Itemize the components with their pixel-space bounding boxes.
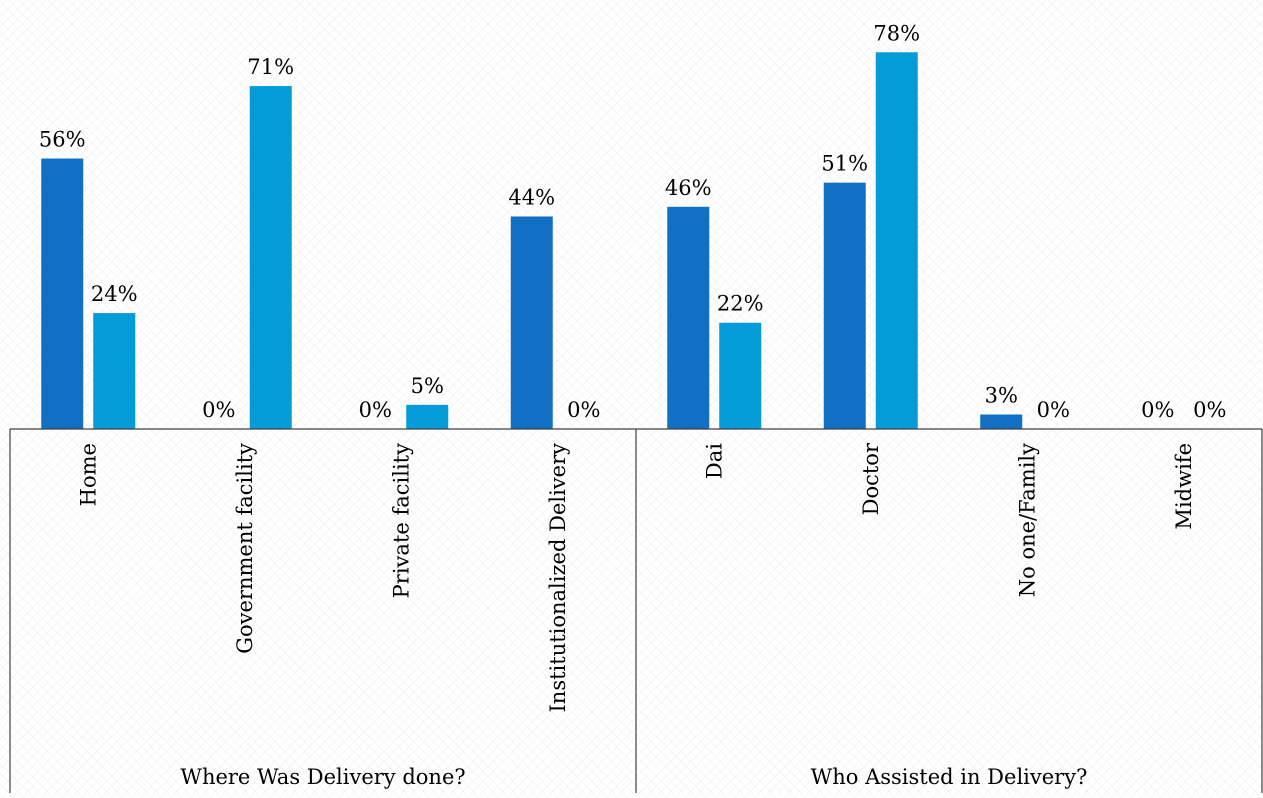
value-labels-layer: 56% 24% 0% 71% 0% 5% 44% 0% 46% 22% 51% 78% 3% 0% 0% 0% [39, 21, 1227, 422]
bar-s0-5 [823, 182, 866, 429]
axis-layer [9, 428, 1263, 793]
value-label-s1-6: 0% [1037, 398, 1070, 422]
value-label-s1-5: 78% [873, 21, 920, 45]
value-label-s0-1: 0% [202, 398, 235, 422]
value-label-s0-3: 44% [508, 185, 555, 209]
value-label-s1-1: 71% [247, 55, 294, 79]
value-label-s1-4: 22% [717, 292, 764, 316]
bar-s1-1 [249, 86, 292, 429]
category-label-1: Government facility [233, 443, 257, 654]
bars-layer [41, 52, 1023, 429]
category-label-6: No one/Family [1015, 443, 1039, 597]
category-label-7: Midwife [1172, 443, 1196, 530]
category-label-3: Institutionalized Delivery [546, 443, 570, 713]
value-label-s0-0: 56% [39, 128, 86, 152]
bar-s1-5 [875, 52, 918, 429]
bar-s0-6 [980, 414, 1023, 429]
group-label-1: Who Assisted in Delivery? [811, 765, 1088, 789]
bar-s1-2 [406, 404, 449, 429]
value-label-s0-2: 0% [359, 398, 392, 422]
group-label-0: Where Was Delivery done? [180, 765, 465, 789]
value-label-s1-7: 0% [1193, 398, 1226, 422]
value-label-s1-3: 0% [567, 398, 600, 422]
bar-s0-3 [510, 216, 553, 429]
category-label-5: Doctor [859, 442, 883, 515]
value-label-s0-7: 0% [1141, 398, 1174, 422]
value-label-s1-2: 5% [411, 374, 444, 398]
group-labels-layer: Where Was Delivery done? Who Assisted in … [180, 765, 1087, 789]
value-label-s0-6: 3% [985, 384, 1018, 408]
value-label-s0-5: 51% [821, 152, 868, 176]
bar-s0-4 [667, 206, 710, 429]
value-label-s1-0: 24% [91, 282, 138, 306]
category-label-2: Private facility [389, 443, 413, 598]
bar-s0-0 [41, 158, 84, 429]
category-labels-layer: Home Government facility Private facility I… [76, 442, 1196, 712]
category-label-4: Dai [702, 443, 726, 479]
bar-s1-4 [719, 322, 762, 429]
value-label-s0-4: 46% [665, 176, 712, 200]
category-label-0: Home [76, 443, 100, 506]
bar-s1-0 [93, 313, 136, 429]
